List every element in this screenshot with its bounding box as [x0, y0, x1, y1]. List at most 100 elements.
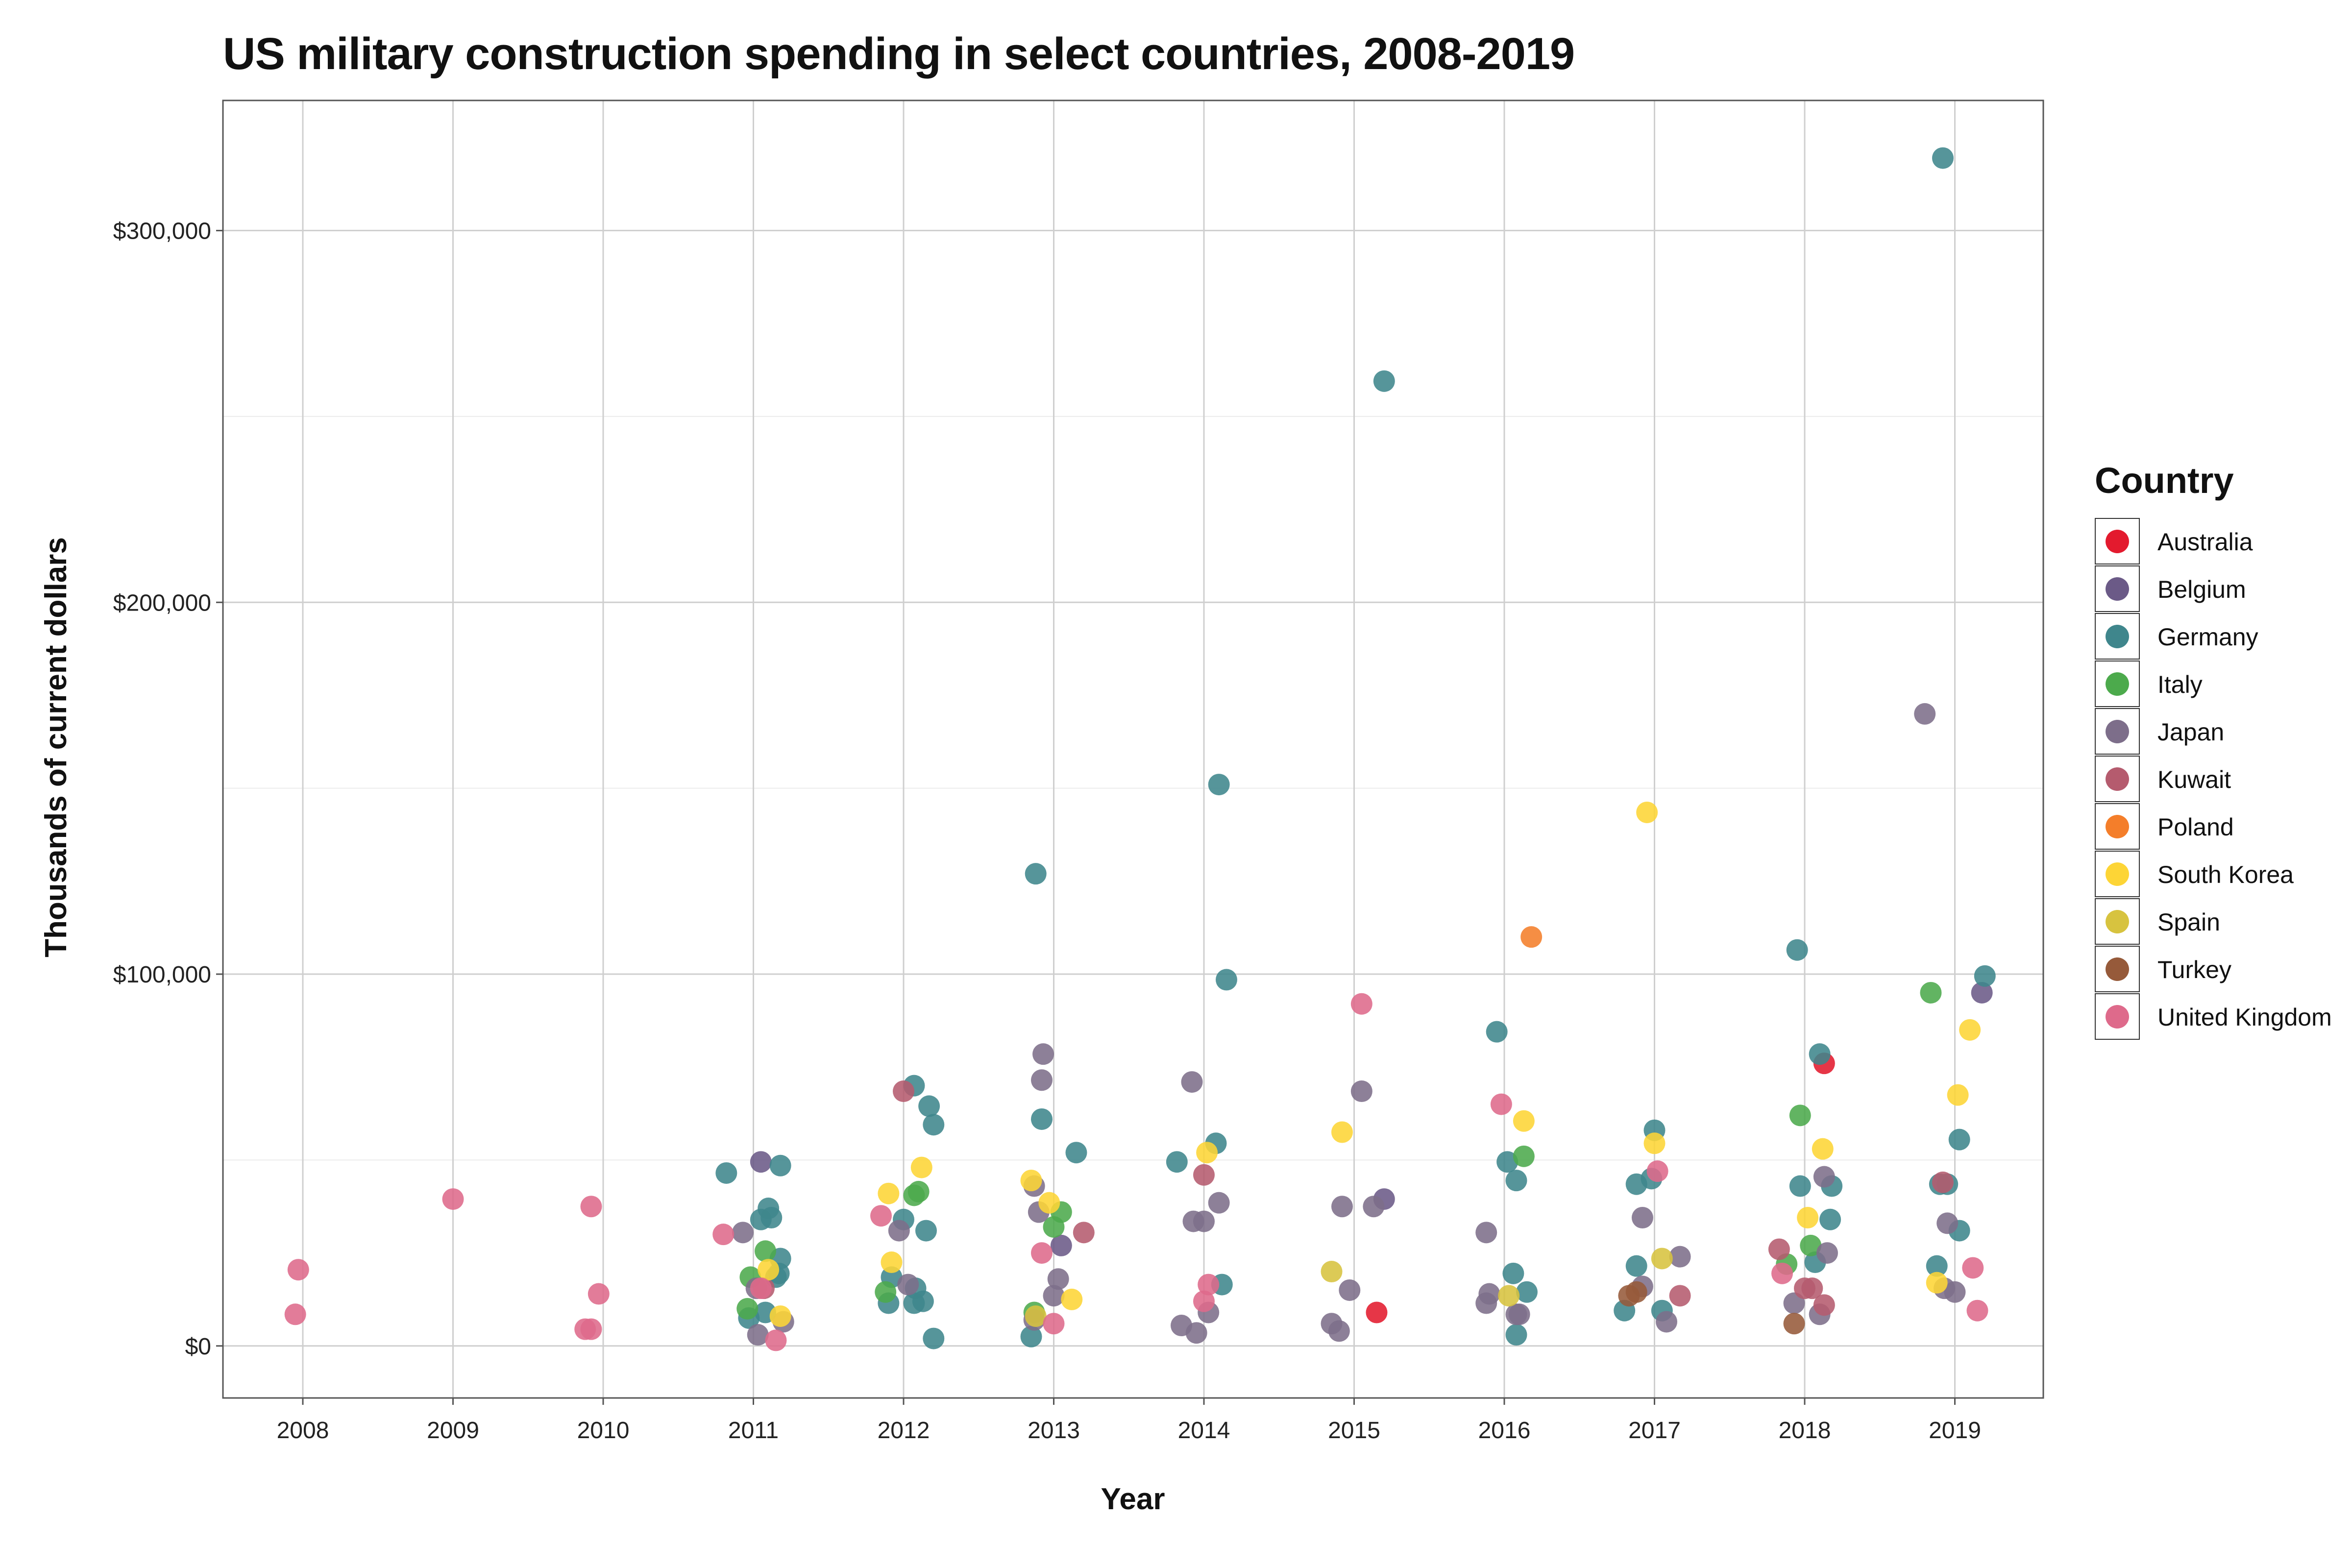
data-point-united-kingdom	[750, 1277, 772, 1299]
data-point-germany	[1974, 965, 1996, 987]
y-tick-label: $200,000	[113, 590, 211, 616]
data-point-japan	[1181, 1071, 1203, 1093]
data-point-germany	[1030, 1108, 1053, 1130]
data-point-united-kingdom	[1193, 1290, 1215, 1312]
data-point-germany	[1065, 1142, 1087, 1164]
x-tick-label: 2018	[1779, 1418, 1831, 1444]
legend-swatch	[2106, 719, 2129, 743]
data-point-germany	[1166, 1151, 1188, 1173]
data-point-japan	[747, 1324, 769, 1346]
data-point-united-kingdom	[1043, 1313, 1065, 1335]
data-point-germany	[1496, 1151, 1519, 1173]
data-point-japan	[1816, 1242, 1838, 1264]
data-point-japan	[1331, 1196, 1353, 1218]
data-point-japan	[1669, 1246, 1691, 1268]
data-point-kuwait	[1932, 1171, 1954, 1193]
legend-key	[2095, 756, 2140, 802]
x-tick-label: 2014	[1178, 1418, 1230, 1444]
data-point-south-korea	[1020, 1170, 1042, 1192]
data-point-united-kingdom	[1350, 993, 1372, 1015]
data-point-italy	[875, 1281, 897, 1303]
legend-item-spain: Spain	[2095, 898, 2332, 946]
data-point-kuwait	[893, 1080, 914, 1102]
data-point-japan	[897, 1274, 919, 1296]
legend-label: Italy	[2157, 670, 2203, 698]
data-point-japan	[1193, 1210, 1215, 1232]
data-point-italy	[903, 1184, 925, 1206]
legend-item-turkey: Turkey	[2095, 946, 2332, 993]
data-point-japan	[1656, 1311, 1678, 1333]
data-point-united-kingdom	[870, 1205, 892, 1227]
data-point-united-kingdom	[1198, 1274, 1220, 1296]
legend-key	[2095, 898, 2140, 945]
data-point-kuwait	[1813, 1294, 1835, 1316]
legend-swatch	[2106, 814, 2129, 838]
data-point-japan	[1185, 1322, 1207, 1344]
data-point-belgium	[750, 1151, 772, 1173]
data-point-south-korea	[881, 1251, 903, 1274]
data-point-germany	[1486, 1021, 1508, 1043]
data-point-germany	[1215, 969, 1237, 991]
data-point-kuwait	[1801, 1277, 1823, 1299]
data-point-kuwait	[1073, 1222, 1095, 1244]
data-point-japan	[1030, 1069, 1053, 1091]
data-point-spain	[1025, 1305, 1047, 1327]
x-tick-label: 2011	[728, 1418, 779, 1444]
data-point-japan	[1936, 1212, 1959, 1234]
data-point-south-korea	[1513, 1110, 1535, 1132]
data-point-italy	[1800, 1234, 1822, 1256]
data-point-germany	[1502, 1262, 1524, 1284]
legend-title: Country	[2095, 460, 2234, 501]
data-point-japan	[1508, 1303, 1530, 1325]
legend-key	[2095, 946, 2140, 992]
legend-key	[2095, 708, 2140, 755]
plot-border	[222, 99, 2044, 1399]
data-point-japan	[888, 1220, 910, 1242]
y-tick-label: $300,000	[113, 219, 211, 245]
legend-label: Kuwait	[2157, 765, 2231, 793]
data-point-japan	[1475, 1292, 1497, 1314]
data-point-australia	[1366, 1301, 1388, 1323]
data-point-germany	[1505, 1324, 1527, 1346]
legend-swatch	[2106, 672, 2129, 696]
legend-item-south-korea: South Korea	[2095, 851, 2332, 898]
data-point-south-korea	[1812, 1138, 1834, 1160]
legend-item-kuwait: Kuwait	[2095, 756, 2332, 803]
data-point-japan	[1208, 1192, 1230, 1214]
data-point-japan	[1944, 1281, 1966, 1303]
data-point-germany	[1025, 863, 1047, 885]
data-point-south-korea	[758, 1259, 780, 1281]
data-point-germany	[1505, 1170, 1527, 1192]
x-tick-label: 2012	[878, 1418, 930, 1444]
data-point-germany	[918, 1095, 940, 1117]
data-point-germany	[923, 1327, 945, 1349]
legend-swatch	[2106, 577, 2129, 601]
y-tick-label: $0	[185, 1334, 211, 1360]
data-point-united-kingdom	[287, 1259, 309, 1281]
legend-swatch	[2106, 957, 2129, 981]
x-tick-label: 2016	[1478, 1418, 1531, 1444]
data-point-japan	[1363, 1196, 1385, 1218]
x-tick-label: 2008	[277, 1418, 329, 1444]
data-point-germany	[1948, 1128, 1970, 1151]
data-point-united-kingdom	[1962, 1257, 1984, 1279]
legend-item-united-kingdom: United Kingdom	[2095, 993, 2332, 1041]
data-point-italy	[1043, 1216, 1065, 1238]
data-point-germany	[1516, 1281, 1538, 1303]
legend-swatch	[2106, 624, 2129, 648]
data-point-spain	[1651, 1248, 1673, 1270]
x-tick-label: 2010	[577, 1418, 630, 1444]
data-point-south-korea	[910, 1156, 932, 1178]
y-axis-title: Thousands of current dollars	[39, 537, 73, 957]
legend-key	[2095, 993, 2140, 1040]
data-point-belgium	[1050, 1234, 1072, 1256]
data-point-japan	[1032, 1043, 1054, 1065]
legend-key	[2095, 613, 2140, 660]
data-point-south-korea	[1797, 1207, 1819, 1229]
legend-swatch	[2106, 767, 2129, 791]
data-point-japan	[1047, 1268, 1069, 1290]
x-axis-title: Year	[1101, 1482, 1165, 1516]
data-point-japan	[1631, 1207, 1653, 1229]
data-point-united-kingdom	[442, 1188, 464, 1210]
